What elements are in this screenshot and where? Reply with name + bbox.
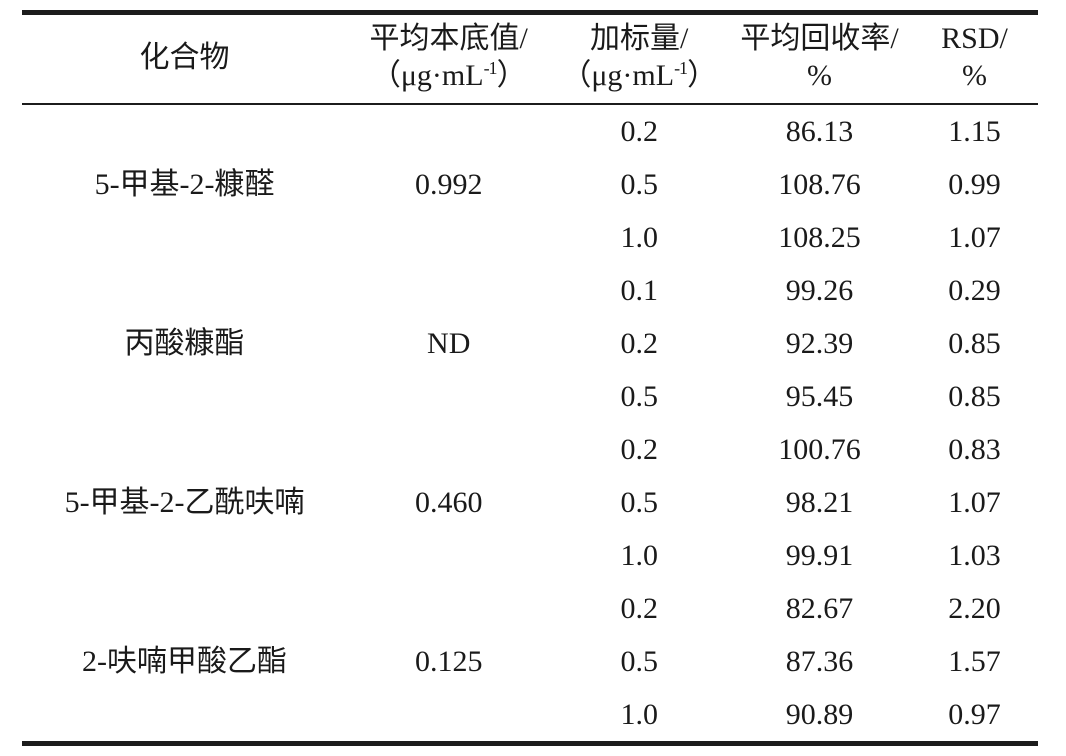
cell-spike: 0.5 — [620, 485, 658, 519]
table-row: 0.2 92.39 0.85 — [22, 317, 1038, 370]
cell-compound: 2-呋喃甲酸乙酯 — [82, 644, 288, 678]
cell-rsd: 0.99 — [948, 167, 1001, 201]
cell-recovery: 108.76 — [778, 167, 861, 201]
cell-recovery: 90.89 — [785, 697, 854, 731]
header-unit: （μg·mL-1） — [347, 57, 550, 94]
cell-spike: 0.2 — [620, 114, 658, 148]
unit-prefix: （μg·mL — [561, 59, 675, 92]
header-label: 加标量/ — [590, 22, 689, 55]
unit-prefix: （μg·mL — [370, 59, 484, 92]
recovery-table: 化合物 平均本底值/ （μg·mL-1） 加标量/ （μg·mL-1） 平均回收… — [22, 10, 1038, 746]
cell-rsd: 0.97 — [948, 697, 1001, 731]
cell-compound: 5-甲基-2-糠醛 — [94, 167, 275, 201]
cell-rsd: 0.85 — [948, 326, 1001, 360]
header-unit: % — [807, 59, 833, 92]
cell-background: 0.992 — [414, 167, 483, 201]
cell-recovery: 99.26 — [785, 273, 854, 307]
cell-rsd: 1.07 — [948, 485, 1001, 519]
cell-recovery: 87.36 — [785, 644, 854, 678]
cell-recovery: 98.21 — [785, 485, 854, 519]
col-header-spike: 加标量/ （μg·mL-1） — [550, 12, 729, 105]
table-row: 0.5 95.45 0.85 — [22, 370, 1038, 423]
cell-rsd: 1.57 — [948, 644, 1001, 678]
cell-recovery: 100.76 — [778, 432, 861, 466]
cell-spike: 1.0 — [620, 538, 658, 572]
cell-compound: 丙酸糠酯 — [124, 326, 245, 360]
col-header-recovery: 平均回收率/ % — [728, 12, 911, 105]
header-unit: % — [961, 59, 987, 92]
header-label: RSD/ — [941, 22, 1008, 55]
cell-recovery: 86.13 — [785, 114, 854, 148]
table-header: 化合物 平均本底值/ （μg·mL-1） 加标量/ （μg·mL-1） 平均回收… — [22, 12, 1038, 105]
table-row: 0.5 108.76 0.99 — [22, 158, 1038, 211]
table-row: 2-呋喃甲酸乙酯 0.125 0.2 82.67 2.20 — [22, 582, 1038, 676]
table-body: 5-甲基-2-糠醛 0.992 0.2 86.13 1.15 0.5 108.7… — [22, 104, 1038, 744]
cell-recovery: 82.67 — [785, 591, 854, 625]
col-header-rsd: RSD/ % — [910, 12, 1038, 105]
cell-spike: 0.5 — [620, 167, 658, 201]
header-row: 化合物 平均本底值/ （μg·mL-1） 加标量/ （μg·mL-1） 平均回收… — [22, 12, 1038, 105]
cell-recovery: 95.45 — [785, 379, 854, 413]
cell-spike: 0.2 — [620, 432, 658, 466]
cell-spike: 1.0 — [620, 697, 658, 731]
cell-recovery: 99.91 — [785, 538, 854, 572]
cell-spike: 0.1 — [620, 273, 658, 307]
cell-rsd: 0.29 — [948, 273, 1001, 307]
cell-compound: 5-甲基-2-乙酰呋喃 — [64, 485, 305, 519]
cell-spike: 0.5 — [620, 644, 658, 678]
cell-recovery: 92.39 — [785, 326, 854, 360]
header-label: 化合物 — [139, 40, 230, 74]
cell-background: 0.125 — [414, 644, 483, 678]
cell-spike: 0.5 — [620, 379, 658, 413]
header-unit: （μg·mL-1） — [550, 57, 728, 94]
col-header-compound: 化合物 — [22, 12, 348, 105]
cell-background: ND — [427, 326, 471, 360]
table-row: 0.5 87.36 1.57 — [22, 635, 1038, 688]
cell-rsd: 0.83 — [948, 432, 1001, 466]
header-label: 平均回收率/ — [740, 22, 899, 55]
cell-rsd: 1.15 — [948, 114, 1001, 148]
table-row: 1.0 99.91 1.03 — [22, 529, 1038, 582]
cell-spike: 1.0 — [620, 220, 658, 254]
unit-suffix: ） — [687, 59, 718, 92]
table-row: 5-甲基-2-乙酰呋喃 0.460 0.2 100.76 0.83 — [22, 423, 1038, 517]
unit-superscript: -1 — [483, 58, 498, 78]
cell-rsd: 1.07 — [948, 220, 1001, 254]
col-header-background: 平均本底值/ （μg·mL-1） — [347, 12, 551, 105]
table-row: 5-甲基-2-糠醛 0.992 0.2 86.13 1.15 — [22, 104, 1038, 199]
unit-suffix: ） — [496, 59, 527, 92]
cell-rsd: 1.03 — [948, 538, 1001, 572]
cell-rsd: 0.85 — [948, 379, 1001, 413]
unit-superscript: -1 — [674, 58, 688, 78]
header-label: 平均本底值/ — [369, 22, 528, 55]
table-row: 1.0 108.25 1.07 — [22, 211, 1038, 264]
cell-background: 0.460 — [414, 485, 483, 519]
cell-spike: 0.2 — [620, 326, 658, 360]
table-row: 丙酸糠酯 ND 0.1 99.26 0.29 — [22, 264, 1038, 358]
cell-spike: 0.2 — [620, 591, 658, 625]
cell-recovery: 108.25 — [778, 220, 861, 254]
table-row: 1.0 90.89 0.97 — [22, 688, 1038, 744]
cell-rsd: 2.20 — [948, 591, 1001, 625]
table-row: 0.5 98.21 1.07 — [22, 476, 1038, 529]
